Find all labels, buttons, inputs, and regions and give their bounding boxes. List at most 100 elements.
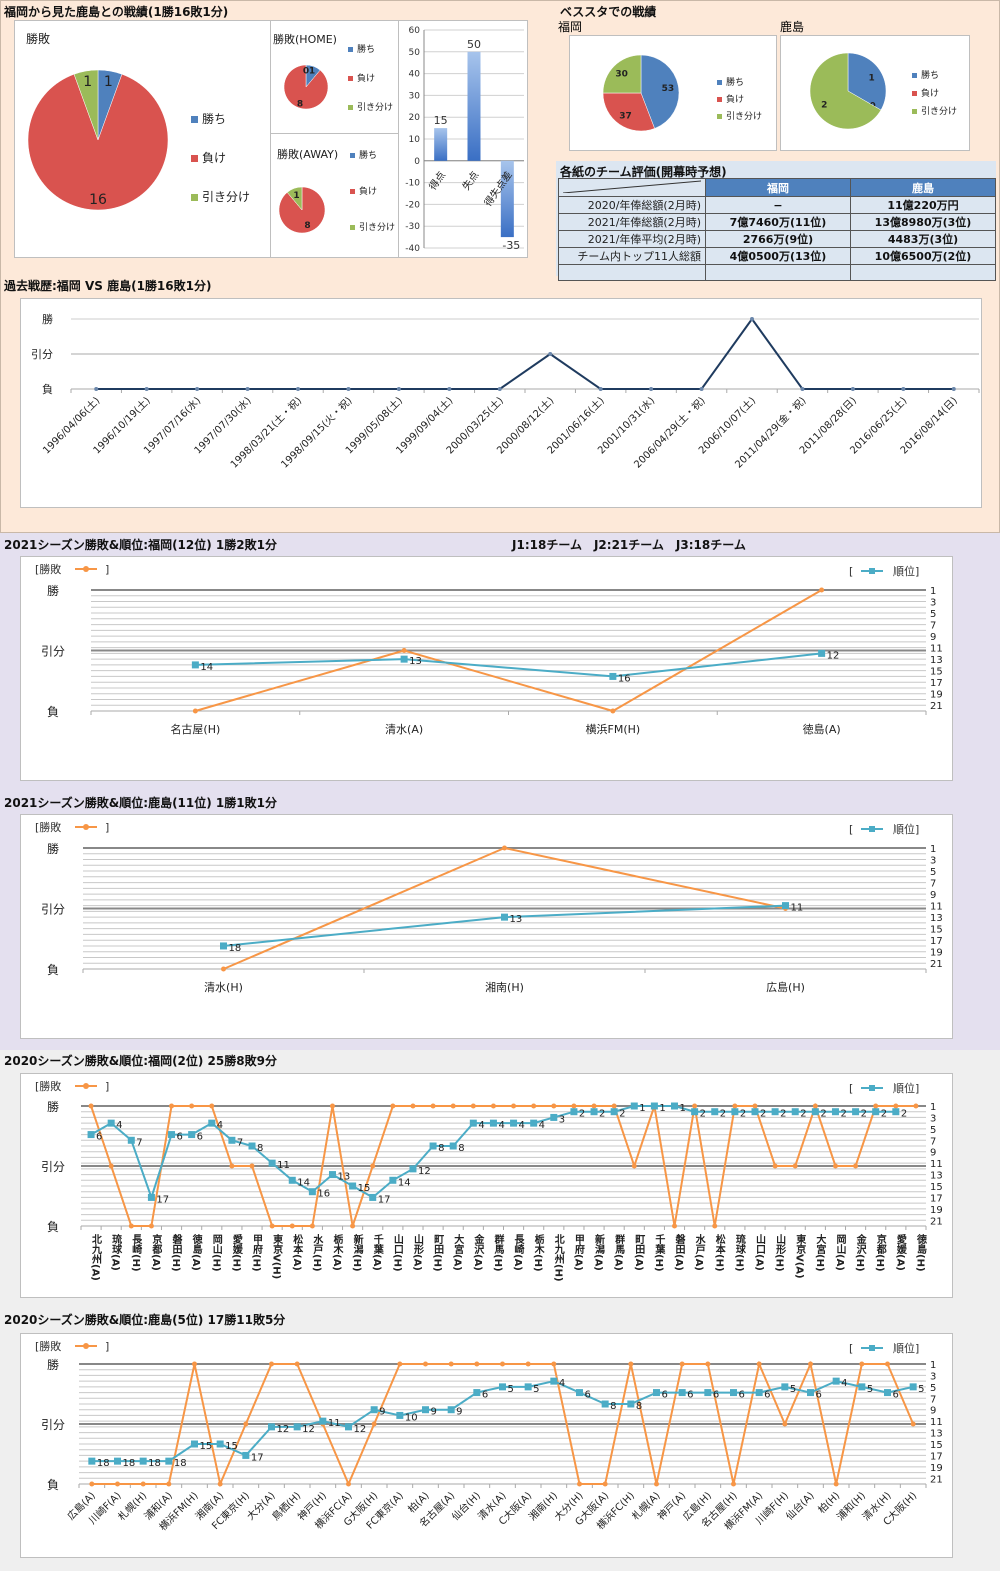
- legend-result-marker: [83, 1343, 89, 1349]
- rank-point: [191, 1440, 198, 1448]
- eval-row-label: 2021/年俸平均(2月時): [558, 230, 706, 248]
- legend-result-label: [勝敗: [35, 1079, 61, 1093]
- legend-swatch-loss: [912, 91, 917, 96]
- result-point: [500, 1361, 505, 1367]
- eval-row: [558, 264, 996, 281]
- rank-tick-label: 7: [930, 1136, 936, 1147]
- legend-rank-label: 順位]: [893, 822, 919, 836]
- rank-data-label: 13: [510, 914, 523, 925]
- legend-label-win: 勝ち: [357, 43, 375, 55]
- rank-tick-label: 5: [930, 867, 936, 878]
- result-point: [115, 1481, 120, 1487]
- rank-data-label: 2: [861, 1109, 867, 1120]
- rank-tick-label: 19: [930, 948, 943, 959]
- y-tick-label: 引分: [31, 347, 53, 361]
- rank-point: [396, 1411, 404, 1419]
- x-tick-label: 岡山(A): [834, 1234, 846, 1271]
- result-point: [859, 1361, 865, 1367]
- diagonal-line: [562, 180, 702, 194]
- y-tick-label: 40: [409, 70, 421, 80]
- legend-result-close: ]: [105, 821, 109, 834]
- legend-label-loss: 負け: [726, 93, 744, 105]
- x-tick-label: 長崎(A): [512, 1234, 524, 1271]
- pie-data-label: 1: [293, 191, 299, 201]
- rank-point: [704, 1389, 712, 1397]
- rank-point: [650, 1102, 658, 1110]
- x-tick-label: 横浜FM(H): [586, 722, 641, 736]
- result-point: [140, 1481, 146, 1487]
- result-point: [832, 1163, 838, 1169]
- result-point: [551, 1361, 557, 1367]
- legend-result-marker: [83, 1083, 89, 1089]
- history-line-chart: 勝引分負1996/04/06(土)1996/10/19(土)1997/07/16…: [31, 312, 980, 471]
- rank-data-label: 11: [328, 1418, 341, 1429]
- legend-swatch-win: [717, 80, 722, 85]
- legend-label-win: 勝ち: [921, 69, 939, 81]
- rank-tick-label: 3: [930, 1371, 936, 1382]
- x-tick-label: 甲府(A): [572, 1234, 584, 1271]
- rank-point: [268, 1159, 276, 1167]
- rank-data-label: 9: [456, 1407, 462, 1418]
- away-pie-chart: 081勝ち負け引き分け勝敗(AWAY): [277, 147, 395, 234]
- x-tick-label: 清水(H): [204, 981, 243, 994]
- history-point: [850, 387, 855, 391]
- result-point: [450, 1103, 456, 1109]
- legend-swatch-win: [912, 73, 917, 78]
- result-point: [490, 1103, 496, 1109]
- legend-result-marker: [83, 566, 89, 572]
- pie-slice-loss: [27, 73, 169, 211]
- x-tick-label: 町田(H): [432, 1234, 444, 1272]
- pie-data-label: 37: [619, 112, 632, 122]
- rank-data-label: 14: [398, 1177, 411, 1188]
- rank-tick-label: 21: [930, 701, 943, 712]
- rank-data-label: 5: [508, 1384, 514, 1395]
- rank-data-label: 2: [881, 1109, 887, 1120]
- y-tick-label: -40: [405, 244, 420, 254]
- rank-data-label: 6: [177, 1132, 183, 1143]
- x-tick-label: 琉球(H): [733, 1233, 745, 1272]
- rank-point: [349, 1182, 357, 1190]
- x-tick-label: 群馬(A): [613, 1233, 625, 1271]
- rank-point: [791, 1108, 799, 1116]
- besu-fukuoka-label: 福岡: [558, 20, 583, 34]
- rank-tick-label: 21: [930, 1474, 943, 1485]
- result-point: [752, 1103, 758, 1109]
- rank-data-label: 1: [680, 1103, 686, 1114]
- rank-data-label: 2: [599, 1109, 605, 1120]
- legend-swatch-loss: [191, 155, 198, 162]
- eval-kashima-value: 13億8980万(3位): [850, 213, 996, 231]
- rank-tick-label: 21: [930, 1216, 943, 1227]
- history-series-line: [96, 317, 954, 390]
- result-point: [833, 1481, 839, 1487]
- rank-data-label: 5: [867, 1384, 873, 1395]
- rank-data-label: 1: [639, 1103, 645, 1114]
- rank-tick-label: 11: [930, 644, 943, 655]
- result-point: [269, 1223, 275, 1229]
- legend-label-draw: 引き分け: [921, 106, 957, 117]
- pie-title: 勝敗(HOME): [273, 32, 337, 46]
- rank-point: [400, 655, 408, 663]
- rank-tick-label: 5: [930, 1125, 936, 1136]
- history-point: [901, 387, 906, 391]
- legend-swatch-draw: [191, 194, 198, 201]
- rank-tick-label: 13: [930, 655, 943, 666]
- rank-point: [671, 1102, 679, 1110]
- rank-tick-label: 17: [930, 678, 943, 689]
- rank-point: [609, 672, 617, 680]
- rank-data-label: 16: [317, 1189, 330, 1200]
- rank-point: [590, 1108, 598, 1116]
- rank-tick-label: 9: [930, 632, 936, 643]
- besu-title: ベススタでの戦績: [560, 5, 657, 19]
- rank-tick-label: 7: [930, 879, 936, 890]
- legend-label-loss: 負け: [202, 151, 226, 165]
- x-tick-label: 長崎(H): [130, 1234, 142, 1272]
- y-tick-label: -30: [405, 222, 420, 232]
- fuk2020-title: 2020シーズン勝敗&順位:福岡(2位) 25勝8敗9分: [4, 1054, 277, 1068]
- result-point: [269, 1361, 274, 1367]
- history-point: [598, 387, 603, 391]
- result-point: [189, 1103, 195, 1109]
- rank-tick-label: 15: [930, 1440, 943, 1451]
- rank-data-label: 17: [378, 1194, 391, 1205]
- divider: [398, 21, 399, 257]
